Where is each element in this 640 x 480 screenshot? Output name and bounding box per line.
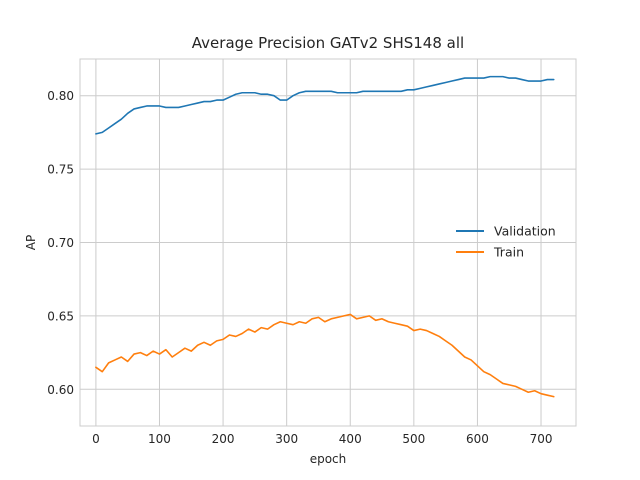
plot-frame [79,58,577,427]
x-tick-label: 100 [148,432,171,446]
x-tick-label: 0 [92,432,100,446]
x-tick-label: 400 [339,432,362,446]
tick-labels: 0 100 200 300 400 500 600 700 0.60 0.65 0.70 0.75 0.… [47,89,552,446]
legend-item-validation: Validation [456,224,556,239]
x-tick-label: 600 [466,432,489,446]
y-tick-label: 0.75 [47,163,74,177]
x-tick-label: 500 [402,432,425,446]
x-axis-label: epoch [310,452,347,466]
x-tick-label: 700 [530,432,553,446]
legend-label: Validation [494,224,556,239]
series-line-validation [95,75,555,135]
y-tick-label: 0.80 [47,89,74,103]
legend-label: Train [493,245,524,260]
x-tick-label: 200 [212,432,235,446]
legend-item-train: Train [456,245,524,260]
y-tick-label: 0.60 [47,383,74,397]
series-line-train [95,313,555,398]
x-tick-label: 300 [275,432,298,446]
legend: Validation Train [456,224,556,260]
y-tick-label: 0.70 [47,236,74,250]
y-axis-label: AP [24,235,38,250]
series-layer [95,75,555,398]
chart-title: Average Precision GATv2 SHS148 all [192,34,464,52]
y-tick-label: 0.65 [47,309,74,323]
